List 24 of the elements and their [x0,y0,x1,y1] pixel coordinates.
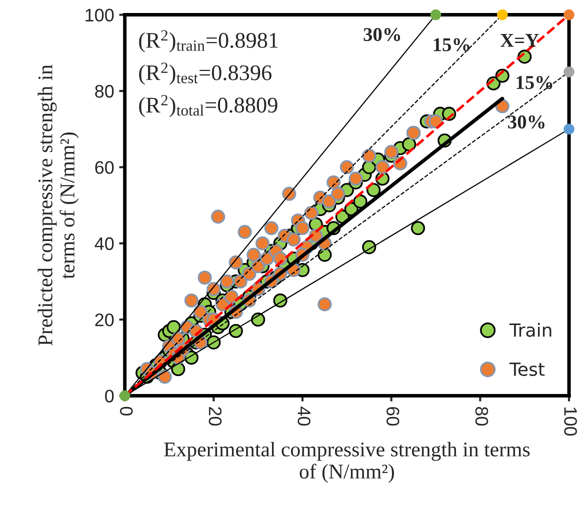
annotation: (R$^{2}$)$_{train}$=0.8981 [139,30,278,52]
y-tick-label: 80 [95,84,114,98]
annotation: 30% [364,28,400,42]
annotation: 15% [516,76,552,90]
x-tick-label: 40 [298,406,310,426]
legend-label: Test [509,362,545,376]
x-tick-label: 20 [208,407,222,426]
annotation: (R$^{2}$)$_{test}$=0.8396 [139,62,272,85]
x-tick-label: 60 [386,407,400,426]
annotation: 15% [434,38,470,52]
annotation: 30% [508,115,544,129]
x-tick-label: 0 [120,406,133,416]
annotation: X=Y [500,34,539,47]
legend-label: Train [509,322,552,337]
x-axis-title: Experimental compressive strength in terms of (N/mm²) [164,442,530,483]
x-tick-label: 100 [564,408,577,436]
y-tick-label: 20 [95,314,114,326]
y-tick-label: 100 [86,8,114,22]
y-tick-label: 40 [94,237,114,250]
y-axis-title: Predicted compressive strength in terms of (N/mm²) [38,64,79,346]
y-tick-label: 60 [95,161,114,174]
x-tick-label: 80 [475,406,488,426]
annotation: (R$^{2}$)$_{total}$=0.8809 [139,95,278,118]
y-tick-label: 0 [105,390,114,402]
